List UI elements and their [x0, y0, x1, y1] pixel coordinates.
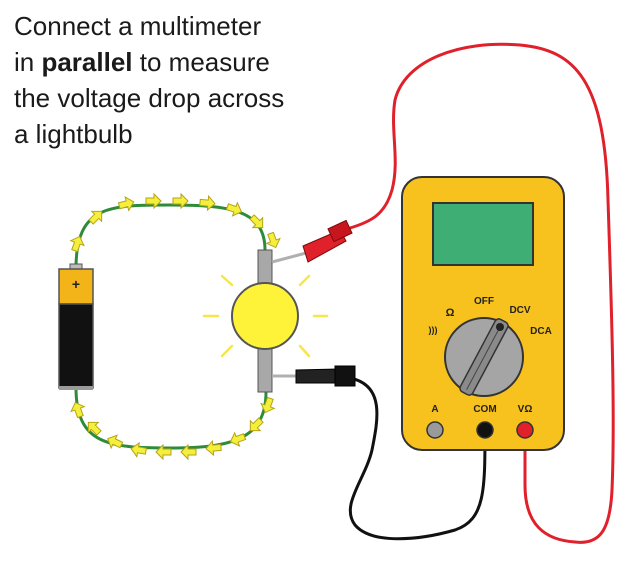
dial-label-continuity: ))) — [429, 325, 438, 335]
port-label-com: COM — [473, 404, 496, 415]
caption-line-2: in parallel to measure — [14, 44, 284, 80]
port-label-a: A — [431, 404, 438, 415]
port-com[interactable] — [476, 421, 494, 439]
black-probe — [272, 365, 356, 387]
caption-line-3: the voltage drop across — [14, 83, 285, 113]
caption-line-2-suffix: to measure — [132, 47, 270, 77]
caption-line-1: Connect a multimeter — [14, 11, 262, 41]
black-lead-wire — [348, 376, 487, 541]
caption-bold-word: parallel — [41, 47, 133, 77]
battery-plus-label: + — [72, 276, 80, 292]
battery: + — [58, 263, 94, 390]
dial-label-dcv: DCV — [509, 305, 530, 316]
multimeter-display — [432, 202, 534, 266]
current-arrows-bottom — [68, 395, 278, 460]
caption: Connect a multimeter in parallel to meas… — [14, 8, 284, 152]
dial-label-ohm: Ω — [446, 307, 455, 319]
multimeter: OFF Ω DCV DCA ))) A COM VΩ — [401, 176, 565, 451]
dial-label-off: OFF — [474, 296, 494, 307]
lightbulb — [231, 282, 299, 350]
caption-line-2-prefix: in — [14, 47, 42, 77]
red-probe — [271, 219, 353, 264]
dial-pointer — [459, 318, 509, 396]
caption-line-4: a lightbulb — [14, 119, 133, 149]
port-vohm[interactable] — [516, 421, 534, 439]
current-arrows-top — [67, 193, 283, 254]
port-label-vohm: VΩ — [518, 404, 533, 415]
red-lead-wire — [349, 42, 615, 544]
dial-label-dca: DCA — [530, 326, 552, 337]
port-a[interactable] — [426, 421, 444, 439]
dial-indicator-dot — [496, 323, 504, 331]
